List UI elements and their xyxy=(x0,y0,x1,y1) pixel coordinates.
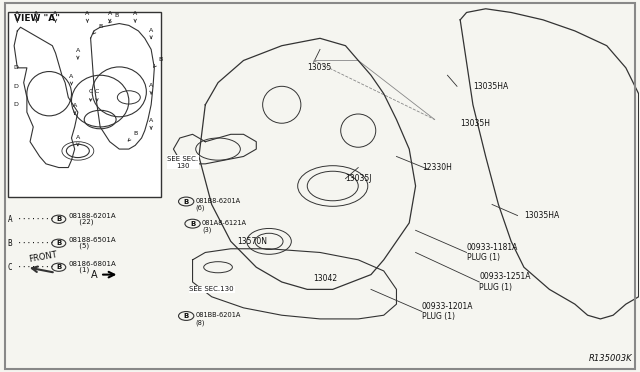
Text: A: A xyxy=(90,270,97,280)
Text: A: A xyxy=(85,11,90,22)
Text: FRONT: FRONT xyxy=(28,250,58,264)
Text: C ········: C ········ xyxy=(8,263,54,272)
Text: 00933-1181A
PLUG (1): 00933-1181A PLUG (1) xyxy=(467,243,518,262)
Text: R135003K: R135003K xyxy=(589,354,632,363)
Text: A: A xyxy=(53,11,58,22)
Text: B: B xyxy=(190,221,195,227)
Text: 081BB-6201A
(8): 081BB-6201A (8) xyxy=(196,312,241,326)
Text: B: B xyxy=(184,313,189,319)
Text: 08186-6801A: 08186-6801A xyxy=(68,261,116,267)
Text: A: A xyxy=(149,118,153,129)
Text: 08188-6201A: 08188-6201A xyxy=(68,213,116,219)
Text: D: D xyxy=(13,65,18,70)
Text: 12330H: 12330H xyxy=(422,163,452,172)
Text: A: A xyxy=(76,48,80,59)
Text: A: A xyxy=(149,28,153,39)
Text: B: B xyxy=(56,264,61,270)
Text: D: D xyxy=(13,84,18,89)
Text: SEE SEC.130: SEE SEC.130 xyxy=(189,286,234,292)
Text: A: A xyxy=(76,135,80,145)
Text: 13570N: 13570N xyxy=(237,237,267,246)
Text: A ········: A ········ xyxy=(8,215,54,224)
Text: B: B xyxy=(128,131,138,141)
Text: A: A xyxy=(15,11,19,22)
Text: B: B xyxy=(56,216,61,222)
Text: SEE SEC.
130: SEE SEC. 130 xyxy=(168,155,198,169)
Text: 081A8-6121A
(3): 081A8-6121A (3) xyxy=(202,220,247,233)
Text: A: A xyxy=(72,103,77,114)
Text: 13035H: 13035H xyxy=(460,119,490,128)
Text: 00933-1201A
PLUG (1): 00933-1201A PLUG (1) xyxy=(422,302,474,321)
Text: B: B xyxy=(154,57,163,67)
Text: A: A xyxy=(149,83,153,94)
Text: VIEW "A": VIEW "A" xyxy=(14,14,60,23)
Text: 08188-6501A: 08188-6501A xyxy=(68,237,116,243)
Text: A: A xyxy=(69,74,74,85)
Text: A: A xyxy=(35,11,38,22)
FancyBboxPatch shape xyxy=(8,13,161,197)
Text: 13042: 13042 xyxy=(314,274,338,283)
Text: 13035J: 13035J xyxy=(346,174,372,183)
Text: B ········: B ········ xyxy=(8,239,54,248)
Text: B: B xyxy=(93,24,102,34)
Text: B: B xyxy=(184,199,189,205)
Text: (5): (5) xyxy=(68,243,90,250)
Text: A: A xyxy=(133,11,138,22)
Text: (22): (22) xyxy=(68,219,94,225)
Text: 081B8-6201A
(6): 081B8-6201A (6) xyxy=(196,198,241,211)
Text: 13035HA: 13035HA xyxy=(524,211,559,220)
Text: 13035HA: 13035HA xyxy=(473,82,508,91)
Text: 00933-1251A
PLUG (1): 00933-1251A PLUG (1) xyxy=(479,272,531,292)
Text: B: B xyxy=(56,240,61,246)
Text: (1): (1) xyxy=(68,267,90,273)
Text: 13035: 13035 xyxy=(307,63,332,72)
Text: B: B xyxy=(109,13,118,23)
Text: A: A xyxy=(108,11,112,22)
Text: C: C xyxy=(88,89,93,101)
Text: C: C xyxy=(95,89,99,101)
Text: D: D xyxy=(13,102,18,107)
